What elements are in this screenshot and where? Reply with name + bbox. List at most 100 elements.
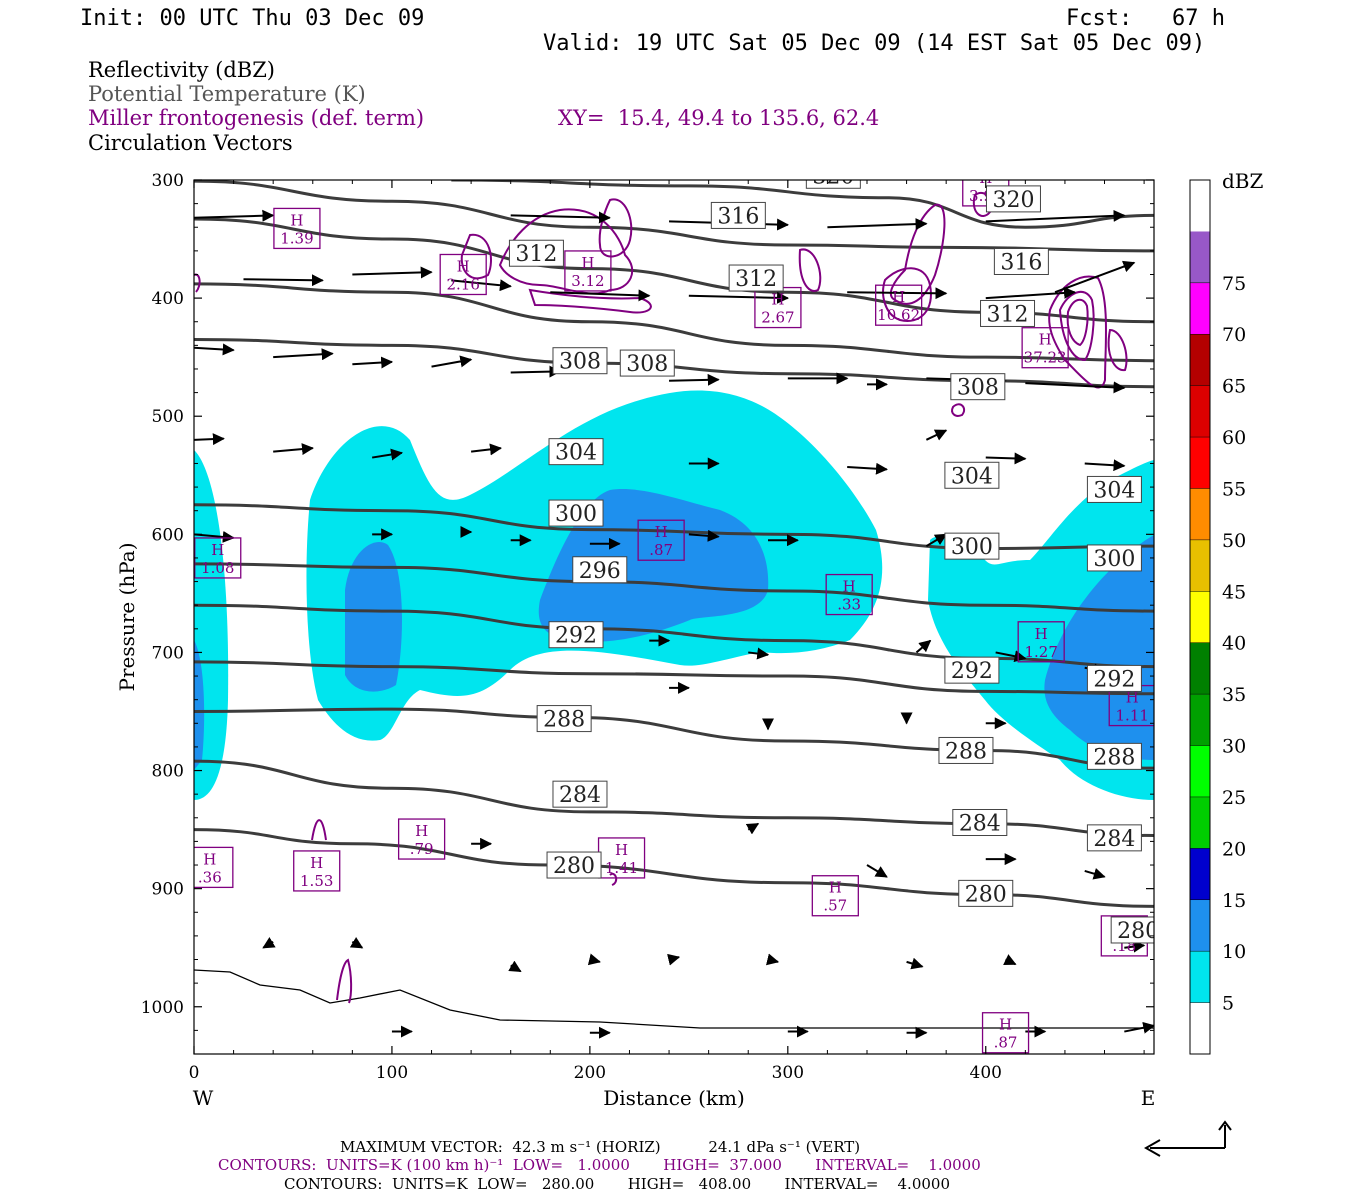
theta-label-324-0: 324 xyxy=(553,70,607,97)
circulation-vector xyxy=(995,650,1027,663)
fronto-max-h: H xyxy=(655,523,668,541)
legend-vectors: Circulation Vectors xyxy=(88,131,293,155)
fronto-contour-1 xyxy=(498,208,634,295)
theta-label-box xyxy=(1086,742,1142,770)
circulation-vector xyxy=(243,274,324,287)
colorbar-label: 55 xyxy=(1222,478,1246,500)
theta-label-box xyxy=(1110,916,1154,944)
fronto-max-h: H xyxy=(829,879,842,897)
colorbar-label: 15 xyxy=(1222,890,1246,912)
colorbar-label: 30 xyxy=(1222,736,1246,758)
theta-label-box xyxy=(980,299,1036,327)
circulation-vector xyxy=(1025,381,1126,394)
theta-label-300-1: 300 xyxy=(944,532,1000,560)
theta-label-text: 308 xyxy=(559,350,601,375)
theta-label-304-1: 304 xyxy=(944,461,1000,489)
y-tick-label: 400 xyxy=(152,289,184,309)
colorbar-segment xyxy=(1190,796,1210,849)
fronto-max-h: H xyxy=(771,291,784,309)
colorbar-segment xyxy=(1190,848,1210,900)
theta-label-text: 316 xyxy=(717,204,759,229)
theta-label-box xyxy=(938,736,994,764)
legend-reflectivity: Reflectivity (dBZ) xyxy=(88,58,276,82)
colorbar-frame xyxy=(1189,179,1211,1055)
theta-label-box xyxy=(552,780,608,808)
theta-line-320 xyxy=(194,180,1154,253)
theta-label-300-2: 300 xyxy=(1086,544,1142,572)
theta-label-316-1: 316 xyxy=(710,201,766,229)
y-tick-label: 300 xyxy=(152,171,184,191)
colorbar-label: 35 xyxy=(1222,684,1246,706)
theta-label-box xyxy=(313,86,367,112)
colorbar-segment xyxy=(1190,899,1210,952)
theta-label-box xyxy=(710,201,766,229)
legend-frontogenesis: Miller frontogenesis (def. term) xyxy=(88,106,425,130)
theta-label-box xyxy=(236,143,290,169)
theta-label-box xyxy=(931,106,985,132)
theta-label-box xyxy=(548,438,604,466)
colorbar-segment xyxy=(1190,745,1210,797)
theta-label-296-0: 296 xyxy=(572,556,628,584)
colorbar-label: 50 xyxy=(1222,530,1246,552)
circulation-vector xyxy=(866,864,888,878)
fronto-max-value: 1.53 xyxy=(300,872,333,890)
theta-label-288-0: 288 xyxy=(536,705,592,733)
theta-label-box xyxy=(1086,475,1142,503)
theta-label-text: 308 xyxy=(957,376,999,401)
theta-line-296 xyxy=(194,603,1154,669)
fronto-max-value: 10.62 xyxy=(877,306,920,324)
circulation-vector xyxy=(1124,940,1146,953)
theta-label-288-1: 288 xyxy=(938,736,994,764)
circulation-vector xyxy=(273,348,334,361)
x-tick-label: 400 xyxy=(970,1063,1002,1083)
theta-label-284-1: 284 xyxy=(952,809,1008,837)
colorbar-label: 25 xyxy=(1222,787,1246,809)
theta-label-box xyxy=(548,499,604,527)
theta-label-box xyxy=(619,349,675,377)
fronto-max-2: H3.12 xyxy=(564,250,612,292)
colorbar-segment xyxy=(1190,180,1210,232)
fronto-contour-14 xyxy=(311,819,327,841)
theta-label-text: 312 xyxy=(735,267,777,292)
theta-label-280-2: 280 xyxy=(1110,916,1154,944)
theta-label-288-2: 288 xyxy=(1086,742,1142,770)
fronto-max-14: H.36 xyxy=(194,846,234,889)
theta-label-text: 312 xyxy=(987,302,1029,327)
theta-label-box xyxy=(1086,824,1142,852)
fronto-max-h: H xyxy=(581,254,594,272)
fronto-max-value: 1.08 xyxy=(201,559,234,577)
circulation-vector xyxy=(273,443,314,456)
circulation-vector xyxy=(1084,459,1126,472)
theta-label-292-0: 292 xyxy=(548,621,604,649)
theta-line-292 xyxy=(194,660,1154,696)
fronto-max-value: .36 xyxy=(198,868,222,886)
theta-label-box xyxy=(985,185,1041,213)
circulation-vector xyxy=(688,529,720,542)
valid-time: Valid: 19 UTC Sat 05 Dec 09 (14 EST Sat … xyxy=(543,31,1206,56)
theta-label-text: 304 xyxy=(951,464,993,489)
fronto-max-h: H xyxy=(1126,689,1139,707)
y-axis-label: Pressure (hPa) xyxy=(115,543,139,692)
fronto-max-11: H1.11 xyxy=(1108,684,1154,727)
colorbar-segment xyxy=(1190,437,1210,489)
fronto-max-box xyxy=(564,250,612,292)
theta-line-300 xyxy=(194,562,1154,613)
theta-label-text: 316 xyxy=(1000,250,1042,275)
fronto-max-box xyxy=(194,846,234,889)
colorbar-label: 75 xyxy=(1222,273,1246,295)
theta-label-text: 300 xyxy=(555,502,597,527)
fronto-max-value: 2.16 xyxy=(446,275,479,293)
east-label: E xyxy=(1141,1086,1156,1110)
colorbar-segment xyxy=(1190,1002,1210,1054)
theta-label-box xyxy=(1086,664,1142,692)
circulation-vector xyxy=(587,953,601,966)
colorbar-segment xyxy=(1190,334,1210,386)
theta-label-320-0: 320 xyxy=(313,86,367,113)
fronto-max-h: H xyxy=(843,578,856,596)
circulation-vector xyxy=(194,343,235,356)
circulation-vector xyxy=(352,266,433,279)
fronto-max-4: H10.62 xyxy=(875,284,923,326)
circulation-vector xyxy=(847,462,888,475)
reflectivity-fill: H1.39H2.16H3.12H2.67H10.62H3.97H37.23H1.… xyxy=(194,70,1154,1054)
fronto-max-value: 1.41 xyxy=(605,859,638,877)
